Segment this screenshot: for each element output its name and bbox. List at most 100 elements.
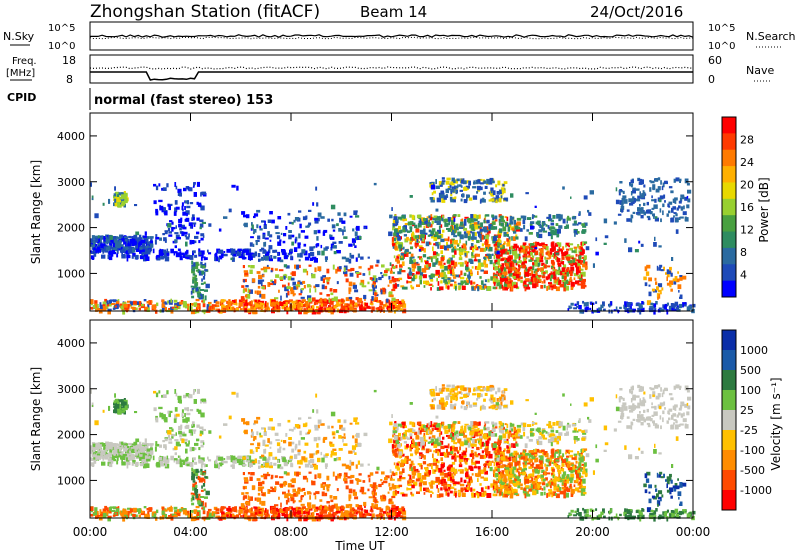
colorbar-tick-label: 8 bbox=[740, 246, 747, 259]
power-cell bbox=[234, 303, 237, 305]
power-cell bbox=[456, 275, 460, 278]
power-cell bbox=[587, 302, 589, 306]
velocity-cell bbox=[194, 443, 198, 446]
velocity-cell bbox=[166, 390, 168, 394]
power-cell bbox=[349, 291, 351, 294]
velocity-cell bbox=[204, 496, 208, 499]
velocity-cell bbox=[119, 447, 122, 452]
power-cell bbox=[288, 235, 292, 240]
power-cell bbox=[339, 266, 342, 269]
power-cell bbox=[186, 250, 188, 254]
power-cell bbox=[258, 300, 260, 302]
power-cell bbox=[315, 288, 317, 292]
power-cell bbox=[321, 303, 323, 306]
power-cell bbox=[650, 181, 654, 184]
power-cell bbox=[487, 286, 491, 291]
power-cell bbox=[435, 179, 437, 184]
power-cell bbox=[495, 266, 498, 270]
velocity-cell bbox=[247, 501, 249, 505]
velocity-cell bbox=[155, 447, 157, 452]
power-cell bbox=[103, 306, 107, 311]
velocity-cell bbox=[209, 511, 211, 513]
power-cell bbox=[622, 200, 624, 204]
velocity-cell bbox=[258, 487, 262, 492]
power-cell bbox=[317, 266, 321, 271]
velocity-cell bbox=[349, 498, 351, 501]
power-cell bbox=[510, 216, 512, 220]
power-cell bbox=[275, 226, 279, 229]
power-cell bbox=[528, 259, 532, 262]
power-cell bbox=[462, 193, 465, 197]
power-cell bbox=[127, 239, 130, 241]
power-cell bbox=[190, 240, 192, 245]
power-cell bbox=[289, 222, 292, 224]
power-cell bbox=[250, 236, 254, 238]
power-cell bbox=[660, 218, 662, 222]
velocity-cell bbox=[304, 492, 306, 496]
power-cell bbox=[208, 223, 211, 227]
power-cell bbox=[426, 242, 430, 247]
velocity-cell bbox=[383, 495, 386, 499]
power-cell bbox=[368, 257, 370, 259]
power-cell bbox=[229, 209, 232, 213]
power-cell bbox=[635, 249, 639, 252]
power-cell bbox=[325, 277, 329, 279]
velocity-cell bbox=[199, 427, 203, 430]
power-cell bbox=[170, 249, 174, 254]
power-cell bbox=[369, 271, 371, 275]
power-cell bbox=[532, 283, 536, 288]
power-cell bbox=[506, 263, 508, 267]
power-cell bbox=[245, 303, 249, 306]
power-cell bbox=[527, 217, 531, 220]
power-cell bbox=[203, 276, 205, 280]
power-cell bbox=[214, 257, 216, 261]
power-cell bbox=[320, 298, 322, 303]
power-cell bbox=[495, 219, 498, 221]
power-cell bbox=[146, 252, 150, 255]
power-cell bbox=[639, 204, 641, 207]
power-cell bbox=[586, 246, 590, 250]
velocity-cell bbox=[149, 456, 151, 459]
power-cell bbox=[530, 226, 534, 230]
velocity-cell bbox=[142, 447, 145, 450]
power-cell bbox=[506, 252, 509, 254]
power-cell bbox=[445, 284, 447, 289]
velocity-cell bbox=[117, 456, 119, 461]
velocity-cell bbox=[251, 507, 253, 511]
power-cell bbox=[181, 253, 185, 256]
velocity-cell bbox=[121, 401, 125, 406]
power-cell bbox=[248, 288, 250, 293]
power-cell bbox=[388, 276, 390, 280]
power-cell bbox=[284, 264, 287, 267]
power-cell bbox=[353, 285, 357, 289]
power-cell bbox=[500, 216, 503, 219]
power-cell bbox=[349, 259, 352, 264]
power-cell bbox=[448, 282, 450, 284]
power-cell bbox=[244, 223, 248, 228]
velocity-cell bbox=[391, 475, 393, 478]
velocity-cell bbox=[186, 457, 188, 461]
velocity-cell bbox=[245, 492, 248, 494]
power-cell bbox=[660, 180, 662, 185]
power-cell bbox=[535, 262, 539, 267]
power-cell bbox=[551, 235, 553, 239]
power-cell bbox=[484, 241, 488, 245]
power-cell bbox=[243, 215, 247, 218]
velocity-cell bbox=[249, 509, 251, 512]
power-cell bbox=[469, 271, 471, 275]
velocity-cell bbox=[308, 505, 312, 510]
velocity-cell bbox=[221, 512, 225, 515]
colorbar-swatch bbox=[722, 166, 736, 183]
power-cell bbox=[185, 306, 188, 308]
power-cell bbox=[512, 251, 516, 255]
power-cell bbox=[304, 244, 307, 247]
power-cell bbox=[163, 187, 167, 191]
power-cell bbox=[174, 232, 178, 234]
velocity-cell bbox=[341, 511, 344, 515]
power-cell bbox=[358, 254, 360, 258]
power-cell bbox=[422, 239, 424, 242]
power-cell bbox=[269, 211, 273, 214]
power-cell bbox=[502, 184, 504, 187]
power-cell bbox=[391, 268, 393, 271]
power-cell bbox=[513, 220, 516, 225]
